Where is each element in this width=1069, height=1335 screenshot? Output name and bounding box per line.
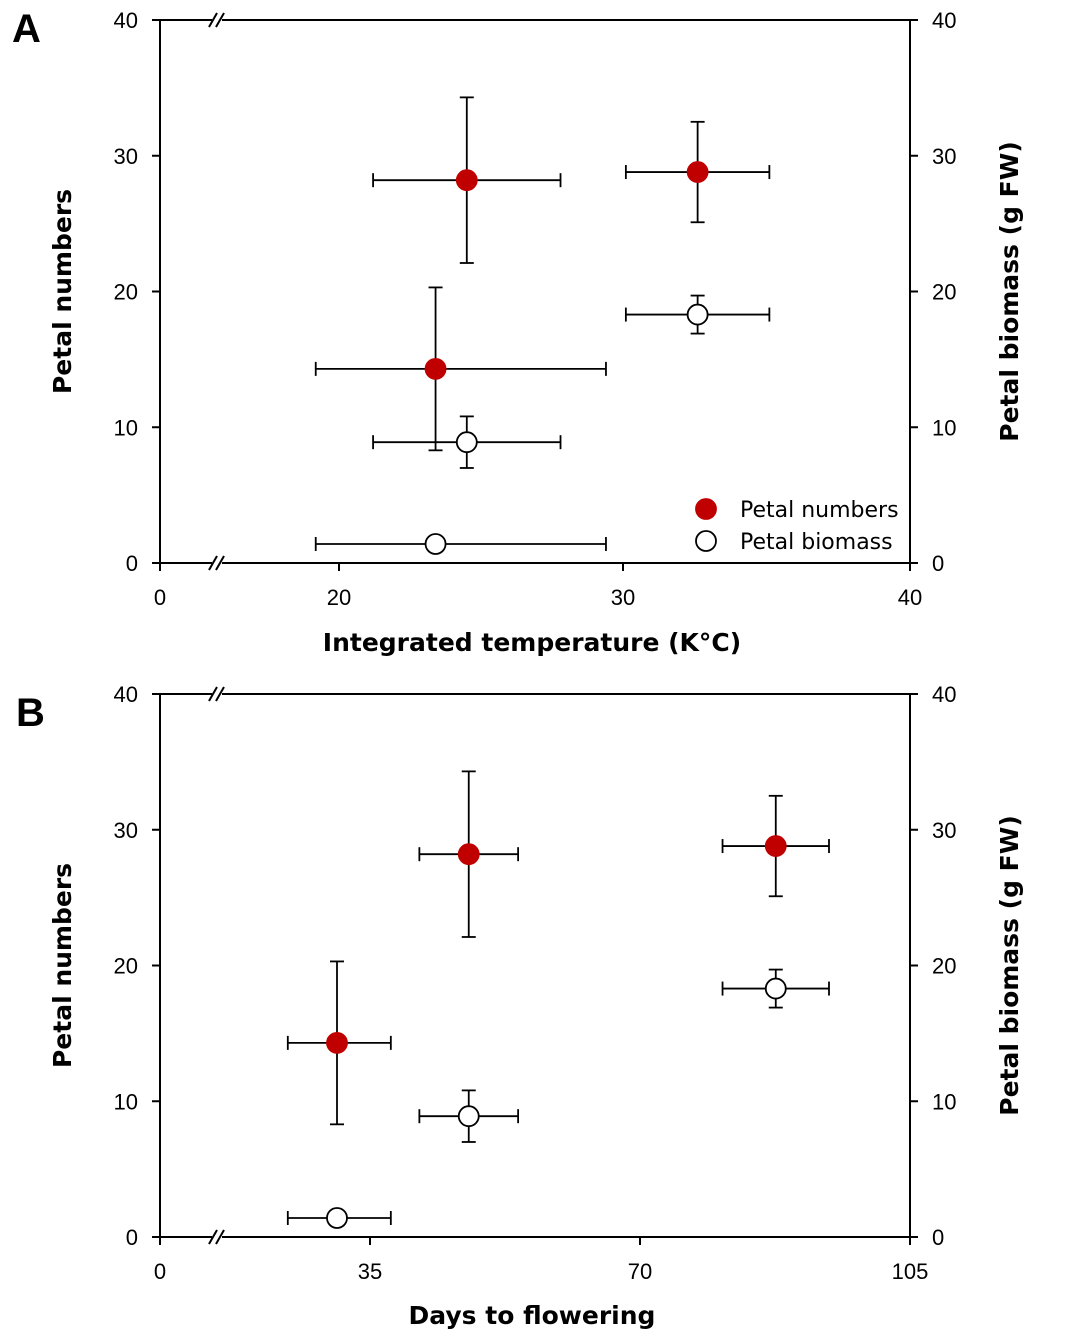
panel-b-right-y-tick-label: 30 <box>932 818 956 843</box>
panel-b-axis-break-mark <box>215 686 225 702</box>
panel-b-left-y-tick-label: 30 <box>114 818 138 843</box>
panel-a-petal-biomass-point <box>455 431 478 454</box>
panel-a-axis-break-gap <box>212 15 222 25</box>
panel-b-x-tick-label: 35 <box>358 1259 382 1284</box>
panel-b-right-y-axis-title: Petal biomass (g FW) <box>995 815 1024 1116</box>
panel-b-petal-biomass-point <box>457 1105 480 1128</box>
panel-a-right-y-tick-label: 10 <box>932 415 956 440</box>
panel-b-left-y-tick-label: 40 <box>114 682 138 707</box>
panel-b-petal-biomass-point <box>326 1207 348 1229</box>
panel-b-petal-biomass-point <box>764 977 787 1000</box>
panel-a-left-y-tick-label: 40 <box>114 8 138 33</box>
panel-b-left-y-axis-title: Petal numbers <box>48 863 77 1068</box>
panel-a-x-axis-title: Integrated temperature (K°C) <box>323 628 741 657</box>
panel-b-axis-break-gap <box>212 1232 222 1242</box>
panel-b-petal-numbers-point <box>764 835 787 857</box>
panel-a-petal-biomass-point <box>424 533 447 555</box>
panel-a-axis-break-mark <box>208 555 218 571</box>
panel-a-right-y-tick-label: 30 <box>932 144 956 169</box>
panel-a-x-tick-label: 30 <box>611 585 635 610</box>
panel-b-x-tick-label: 70 <box>628 1259 652 1284</box>
panel-b-right-y-tick-label: 0 <box>932 1225 944 1250</box>
panel-b-right-y-tick-label: 40 <box>932 682 956 707</box>
panel-a-left-y-tick-label: 0 <box>126 551 138 576</box>
panel-a-axis-break-mark <box>215 12 225 28</box>
panel-a-right-y-tick-label: 0 <box>932 551 944 576</box>
panel-a-right-y-tick-label: 40 <box>932 8 956 33</box>
panel-a-x-tick-label: 40 <box>898 585 922 610</box>
panel-a-letter: A <box>12 7 41 51</box>
panel-a-axis-break-mark <box>215 555 225 571</box>
panel-b-petal-numbers-point <box>457 843 480 866</box>
panel-a-left-y-axis-title: Petal numbers <box>48 189 77 394</box>
panel-a-petal-numbers-point <box>424 357 447 380</box>
panel-a-axis-break-mark <box>208 12 218 28</box>
panel-b-left-y-tick-label: 0 <box>126 1225 138 1250</box>
panel-b-letter: B <box>16 691 45 735</box>
panel-a-right-y-tick-label: 20 <box>932 280 956 305</box>
panel-b-left-y-tick-label: 10 <box>114 1089 138 1114</box>
panel-b-axis-break-mark <box>208 686 218 702</box>
panel-a-left-y-tick-label: 20 <box>114 280 138 305</box>
panel-b-x-axis-title: Days to flowering <box>409 1301 656 1330</box>
panel-a-legend-label-petal-biomass: Petal biomass <box>740 530 893 555</box>
panel-a-petal-numbers-point <box>455 169 478 192</box>
panel-a-x-tick-label: 0 <box>154 585 166 610</box>
panel-a-legend-marker-petal-numbers <box>695 498 717 520</box>
panel-b-x-tick-label: 105 <box>892 1259 929 1284</box>
panel-b-left-y-tick-label: 20 <box>114 954 138 979</box>
panel-a-legend-label-petal-numbers: Petal numbers <box>740 498 899 523</box>
panel-a-petal-biomass-point <box>686 303 709 326</box>
panel-a-legend-marker-petal-biomass <box>695 530 717 552</box>
panel-b-axis-break-mark <box>208 1229 218 1245</box>
panel-a-right-y-axis-title: Petal biomass (g FW) <box>995 141 1024 442</box>
panel-b-x-tick-label: 0 <box>154 1259 166 1284</box>
panel-a-left-y-tick-label: 30 <box>114 144 138 169</box>
panel-b-petal-numbers-point <box>326 1031 348 1054</box>
panel-b-axis-break-gap <box>212 689 222 699</box>
panel-b-axis-break-mark <box>215 1229 225 1245</box>
panel-b-right-y-tick-label: 20 <box>932 954 956 979</box>
panel-a-left-y-tick-label: 10 <box>114 415 138 440</box>
panel-a-axis-break-gap <box>212 558 222 568</box>
panel-b-right-y-tick-label: 10 <box>932 1089 956 1114</box>
panel-a-x-tick-label: 20 <box>327 585 351 610</box>
panel-a-petal-numbers-point <box>686 161 709 183</box>
